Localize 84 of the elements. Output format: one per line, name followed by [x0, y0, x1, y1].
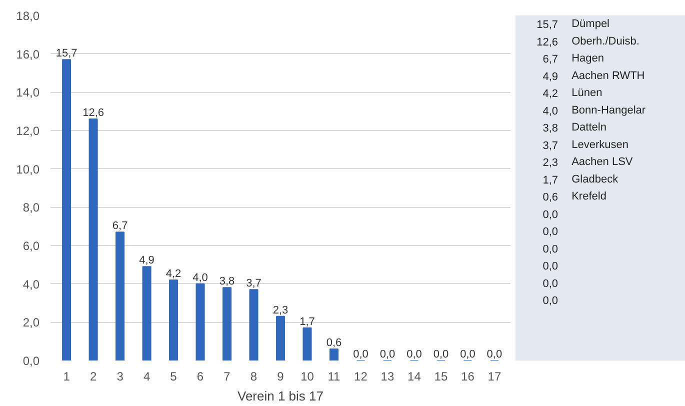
x-tick-label: 4	[143, 370, 150, 384]
data-label: 0,0	[542, 208, 558, 221]
y-tick-label: 0,0	[22, 354, 40, 368]
category-label: Bonn-Hangelar	[572, 104, 646, 116]
data-label: 3,7	[542, 140, 558, 152]
data-label: 4,2	[542, 88, 558, 100]
data-label: 1,7	[542, 174, 558, 186]
x-tick-label: 2	[90, 370, 97, 384]
data-label: 0,0	[542, 260, 558, 273]
bar	[142, 266, 152, 360]
data-label: 12,6	[536, 36, 558, 48]
x-tick-label: 14	[408, 370, 422, 384]
x-tick-label: 7	[224, 370, 231, 384]
bar	[302, 327, 312, 360]
data-label: 0,0	[433, 348, 449, 360]
x-tick-label: 1	[63, 370, 70, 384]
category-label: Krefeld	[572, 190, 606, 203]
y-tick-label: 18,0	[16, 9, 40, 23]
x-tick-label: 5	[170, 370, 178, 384]
x-tick-label: 10	[300, 370, 314, 384]
category-label: Dümpel	[572, 18, 610, 30]
category-label: Aachen RWTH	[572, 70, 645, 82]
data-label: 3,8	[542, 122, 558, 135]
data-label: 0,0	[542, 243, 558, 256]
bar	[88, 118, 98, 360]
data-label: 0,0	[406, 348, 422, 360]
bar	[196, 283, 205, 360]
category-label: Lünen	[572, 87, 602, 100]
data-label: 4,0	[192, 272, 208, 284]
y-tick-label: 6,0	[22, 239, 40, 253]
bar	[329, 348, 338, 360]
x-tick-label: 9	[277, 370, 284, 384]
data-label: 0,6	[326, 337, 342, 349]
x-tick-label: 13	[380, 370, 394, 384]
y-tick-label: 10,0	[16, 162, 40, 176]
y-tick-label: 2,0	[22, 316, 40, 330]
data-label: 0,0	[380, 348, 396, 360]
y-tick-label: 14,0	[16, 86, 40, 100]
y-tick-label: 16,0	[16, 47, 40, 62]
data-label: 2,3	[272, 304, 288, 316]
bar	[222, 287, 232, 360]
y-tick-label: 8,0	[22, 200, 40, 215]
data-label: 3,7	[246, 278, 262, 290]
data-label: 0,6	[542, 192, 558, 204]
x-tick-label: 11	[328, 370, 341, 384]
x-tick-label: 17	[488, 370, 502, 384]
data-label: 4,0	[542, 105, 558, 118]
data-label: 12,6	[82, 107, 104, 119]
data-label: 0,0	[542, 295, 558, 308]
data-label: 1,7	[300, 316, 315, 328]
bar	[116, 232, 125, 360]
category-label: Aachen LSV	[572, 156, 634, 168]
data-label: 4,9	[139, 254, 154, 267]
data-label: 0,0	[486, 348, 502, 360]
data-label: 3,8	[219, 276, 235, 288]
category-label: Gladbeck	[572, 173, 619, 186]
category-label: Datteln	[572, 122, 606, 134]
bar	[276, 316, 286, 360]
data-label: 4,9	[542, 70, 558, 83]
y-tick-label: 12,0	[16, 124, 40, 138]
data-label: 0,0	[542, 226, 558, 238]
y-tick-label: 4,0	[22, 277, 40, 292]
data-label: 0,0	[460, 348, 476, 360]
data-label: 6,7	[112, 220, 128, 232]
category-label: Leverkusen	[572, 138, 628, 151]
data-label: 2,3	[542, 157, 558, 170]
category-label: Oberh./Duisb.	[572, 35, 640, 48]
data-label: 15,7	[536, 19, 558, 32]
x-axis-title: Verein 1 bis 17	[238, 388, 324, 404]
x-tick-label: 15	[434, 370, 448, 384]
data-label: 15,7	[56, 48, 78, 60]
x-tick-label: 8	[250, 370, 258, 384]
data-label: 6,7	[542, 54, 558, 66]
bar	[62, 59, 72, 360]
x-tick-label: 3	[116, 370, 124, 384]
data-label: 0,0	[353, 348, 368, 360]
data-label: 4,2	[166, 268, 182, 280]
bar	[169, 280, 178, 360]
x-tick-label: 12	[354, 370, 368, 384]
bar	[249, 289, 258, 360]
x-tick-label: 16	[461, 370, 475, 384]
data-label: 0,0	[542, 278, 558, 290]
category-label: Hagen	[572, 52, 604, 65]
x-tick-label: 6	[196, 370, 204, 384]
